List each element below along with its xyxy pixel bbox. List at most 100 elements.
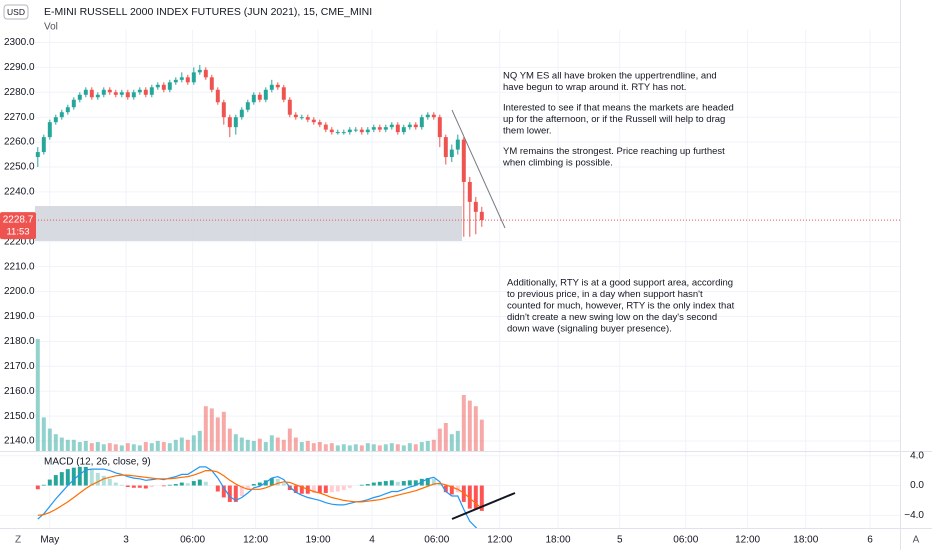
histogram-bar <box>443 485 448 493</box>
scale-button[interactable]: Z <box>15 535 21 546</box>
candle-body <box>209 77 214 90</box>
scale-button[interactable]: A <box>913 535 920 546</box>
candle-body <box>83 89 88 95</box>
x-tick-label: 18:00 <box>793 535 818 546</box>
volume-bar <box>41 417 46 451</box>
volume-bar <box>431 439 436 451</box>
candle-body <box>461 139 466 182</box>
candle-body <box>425 114 430 118</box>
candle-body <box>335 132 340 134</box>
candle-body <box>371 127 376 130</box>
candle-body <box>173 79 178 83</box>
volume-bar <box>65 439 70 451</box>
histogram-bar <box>41 484 46 486</box>
candle-body <box>245 102 250 110</box>
volume-bar <box>107 443 112 451</box>
histogram-bar <box>227 485 232 502</box>
candle-body <box>155 84 160 88</box>
x-tick-label: 19:00 <box>305 535 330 546</box>
volume-bar <box>419 442 424 451</box>
candle-body <box>197 69 202 73</box>
candle-body <box>449 149 454 158</box>
histogram-bar <box>251 484 256 486</box>
volume-bar <box>425 440 430 451</box>
volume-bar <box>209 408 214 451</box>
histogram-bar <box>281 483 286 486</box>
candle-body <box>221 102 226 118</box>
candle-body <box>341 132 346 134</box>
histogram-bar <box>395 481 400 486</box>
histogram-bar <box>389 480 394 486</box>
candle-body <box>299 117 304 119</box>
currency-badge[interactable] <box>3 4 29 20</box>
candle-body <box>443 137 448 158</box>
y-tick-label: 2240.0 <box>4 187 35 198</box>
macd-trend-line <box>451 492 516 520</box>
candle-body <box>311 119 316 123</box>
candle-body <box>305 117 310 120</box>
histogram-bar <box>413 480 418 486</box>
candle-body <box>125 92 130 98</box>
candle-body <box>353 129 358 131</box>
candle-body <box>401 127 406 133</box>
volume-bar <box>101 444 106 451</box>
volume-bar <box>191 435 196 451</box>
histogram-bar <box>437 484 442 486</box>
volume-bar <box>83 440 88 451</box>
candle-body <box>419 117 424 128</box>
candle-body <box>359 129 364 133</box>
volume-bar <box>173 439 178 451</box>
candle-body <box>161 84 166 90</box>
candle-body <box>95 94 100 98</box>
candle-body <box>395 124 400 133</box>
x-tick-label: 12:00 <box>735 535 760 546</box>
indicator-line <box>37 470 483 516</box>
annotation-text: Additionally, RTY is at a good support a… <box>507 278 733 289</box>
volume-bar <box>59 437 64 451</box>
histogram-bar <box>371 482 376 486</box>
volume-bar <box>149 443 154 451</box>
annotation-text: YM remains the strongest. Price reaching… <box>503 146 725 157</box>
volume-bar <box>239 437 244 451</box>
x-tick-label: 6 <box>867 535 873 546</box>
histogram-bar <box>113 482 118 486</box>
volume-bar <box>227 428 232 451</box>
volume-bar <box>413 444 418 451</box>
candle-body <box>329 129 334 133</box>
y2-tick-label: 4.0 <box>910 450 924 461</box>
candle-body <box>317 122 322 125</box>
volume-bar <box>167 443 172 451</box>
y-tick-label: 2250.0 <box>4 162 35 173</box>
volume-bar <box>461 395 466 451</box>
volume-bar <box>335 445 340 451</box>
last-price-badge <box>0 212 36 240</box>
histogram-bar <box>479 485 484 511</box>
volume-bar <box>125 443 130 451</box>
macd-pane <box>35 466 484 528</box>
volume-bar <box>53 434 58 451</box>
histogram-bar <box>467 485 472 509</box>
histogram-bar <box>185 483 190 486</box>
candle-body <box>41 137 46 153</box>
indicator-title: MACD (12, 26, close, 9) <box>44 457 151 468</box>
candle-body <box>101 89 106 95</box>
histogram-bar <box>137 485 142 488</box>
histogram-bar <box>317 485 322 493</box>
indicator-line <box>37 466 478 528</box>
volume-bar <box>389 443 394 451</box>
chart-title: E-MINI RUSSELL 2000 INDEX FUTURES (JUN 2… <box>44 6 372 18</box>
volume-bar <box>437 428 442 451</box>
annotation-text: them lower. <box>503 126 552 137</box>
candle-body <box>65 107 70 113</box>
overlay: 2228.711:53 NQ YM ES all have broken the … <box>0 71 920 546</box>
last-price-label: 2228.7 <box>3 215 34 226</box>
y-tick-label: 2200.0 <box>4 286 35 297</box>
volume-bar <box>161 442 166 451</box>
histogram-bar <box>197 479 202 486</box>
candle-body <box>203 69 208 78</box>
histogram-bar <box>269 478 274 486</box>
annotation-text: down wave (signaling buyer presence). <box>507 324 672 335</box>
y2-tick-label: −4.0 <box>904 510 924 521</box>
volume-bar <box>353 444 358 451</box>
trend-line <box>451 109 506 229</box>
